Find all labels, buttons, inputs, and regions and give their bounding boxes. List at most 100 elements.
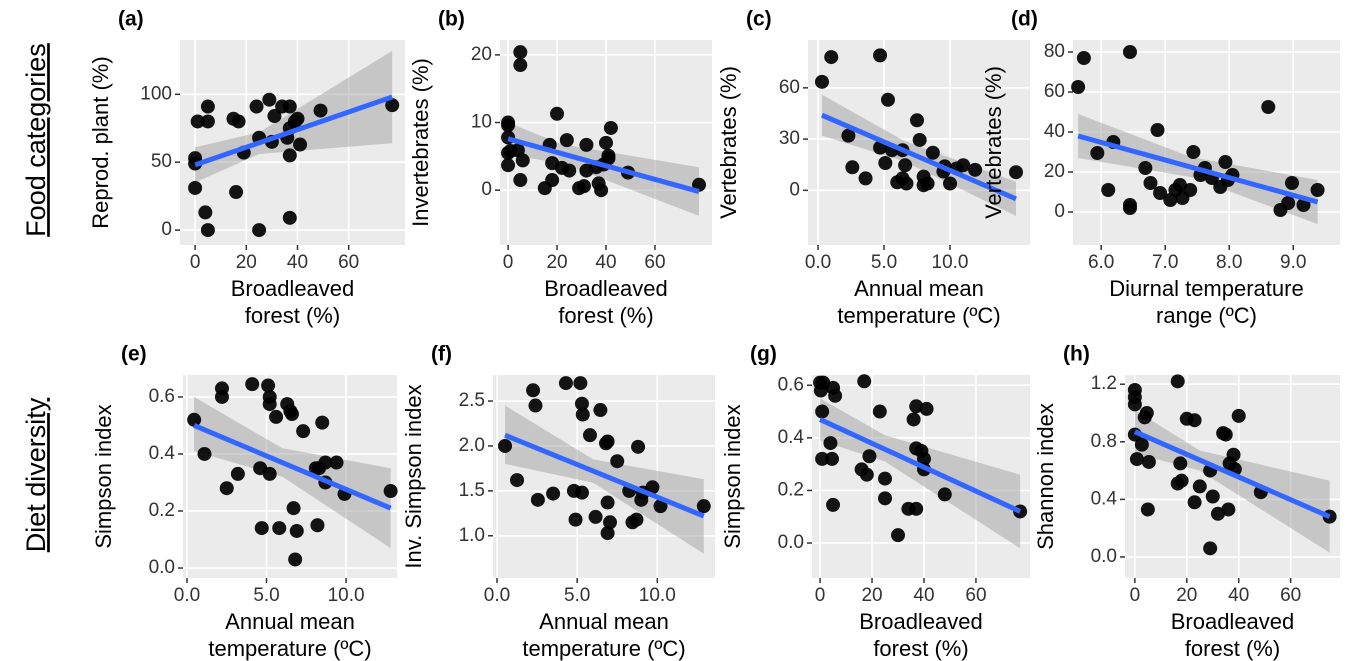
point <box>1071 80 1086 94</box>
confidence-band <box>194 396 391 549</box>
point <box>878 156 893 170</box>
regression-line <box>819 417 1022 514</box>
x-tick-label: 40 <box>913 585 934 606</box>
y-tick-label: 0 <box>161 219 172 240</box>
y-tick-label: 0.4 <box>1091 488 1118 509</box>
point <box>859 467 874 482</box>
point <box>603 515 618 530</box>
point <box>828 388 843 403</box>
point <box>576 179 591 194</box>
point <box>873 48 888 63</box>
point <box>910 113 925 128</box>
point <box>1138 161 1153 175</box>
point <box>383 484 398 499</box>
point <box>290 111 305 126</box>
point <box>501 115 516 130</box>
x-tick-label: 5.0 <box>564 585 590 606</box>
panel-title: (g) <box>750 343 777 366</box>
point <box>261 378 276 393</box>
point <box>841 128 856 143</box>
point <box>1009 165 1024 180</box>
x-tick-label: 0 <box>190 252 201 273</box>
point <box>313 103 328 118</box>
point <box>200 99 215 114</box>
regression-line <box>1077 133 1319 205</box>
point <box>230 466 245 481</box>
point <box>513 58 528 73</box>
point <box>696 499 711 514</box>
point <box>501 158 516 173</box>
point <box>599 135 613 150</box>
point <box>1192 479 1207 494</box>
y-axis-title: Invertebrates (%) <box>408 58 433 227</box>
panel: 0.0 0.2 0.4 0.6 0 20 40 60 (g) Simpson index Broad… <box>720 343 1030 661</box>
point <box>1226 447 1241 462</box>
x-tick-label: 60 <box>965 585 986 606</box>
point <box>1139 406 1154 421</box>
panel: 0.0 0.2 0.4 0.6 0.0 5.0 10.0 (e) Simpson index An… <box>91 343 398 661</box>
y-tick-label: 30 <box>779 128 800 149</box>
point <box>815 451 830 466</box>
point <box>645 480 660 495</box>
x-tick-label: 0 <box>1130 585 1141 606</box>
x-tick-label: 9.0 <box>1280 252 1306 273</box>
panel: 0 20 40 60 80 6.0 7.0 8.0 9.0 (d) Vertebrates (%) D… <box>981 8 1340 328</box>
point <box>1141 454 1156 469</box>
x-axis-title: forest (%) <box>1185 636 1280 661</box>
row-label: Diet diversity <box>21 397 51 552</box>
point <box>513 45 528 60</box>
point <box>1187 495 1202 510</box>
x-tick-label: 20 <box>1176 585 1197 606</box>
panel-title: (f) <box>431 343 452 366</box>
point <box>526 383 541 398</box>
point <box>920 176 935 191</box>
point <box>575 407 590 422</box>
point <box>862 449 877 464</box>
point <box>600 434 615 449</box>
point <box>568 512 583 527</box>
point <box>573 376 588 391</box>
y-tick-label: 1.2 <box>1091 373 1117 394</box>
point <box>582 428 597 443</box>
confidence-band <box>1134 410 1330 553</box>
x-tick-label: 5.0 <box>871 252 897 273</box>
y-tick-label: 0.2 <box>778 479 804 500</box>
panel-title: (e) <box>121 343 147 366</box>
point <box>219 481 234 496</box>
x-tick-label: 8.0 <box>1216 252 1242 273</box>
point <box>200 114 215 129</box>
point <box>916 451 931 466</box>
point <box>262 92 277 107</box>
x-tick-label: 0.0 <box>174 585 200 606</box>
point <box>1310 183 1325 197</box>
point <box>262 397 277 412</box>
x-tick-label: 40 <box>1228 585 1249 606</box>
x-axis-title: Broadleaved <box>231 276 355 301</box>
point <box>1221 502 1236 517</box>
y-tick-label: 60 <box>1044 81 1065 102</box>
point <box>579 137 594 152</box>
point <box>631 439 646 454</box>
point <box>1122 201 1137 215</box>
y-tick-label: 0.0 <box>149 557 175 578</box>
y-axis-title: Reprod. plant (%) <box>88 56 113 228</box>
x-axis-title: Diurnal temperature <box>1109 276 1303 301</box>
point <box>282 210 297 225</box>
x-tick-label: 40 <box>287 252 308 273</box>
y-tick-label: 2.0 <box>459 435 485 456</box>
point <box>249 99 264 114</box>
y-tick-label: 0.4 <box>149 443 176 464</box>
point <box>310 518 325 533</box>
x-tick-label: 60 <box>338 252 359 273</box>
x-tick-label: 10.0 <box>639 585 676 606</box>
point <box>559 133 574 148</box>
point <box>315 415 330 430</box>
point <box>1173 456 1188 471</box>
y-tick-label: 0 <box>789 179 800 200</box>
y-tick-label: 20 <box>471 44 492 65</box>
point <box>845 160 860 175</box>
y-axis-title: Vertebrates (%) <box>981 66 1006 219</box>
x-tick-label: 6.0 <box>1088 252 1114 273</box>
y-tick-label: 0.0 <box>778 532 804 553</box>
